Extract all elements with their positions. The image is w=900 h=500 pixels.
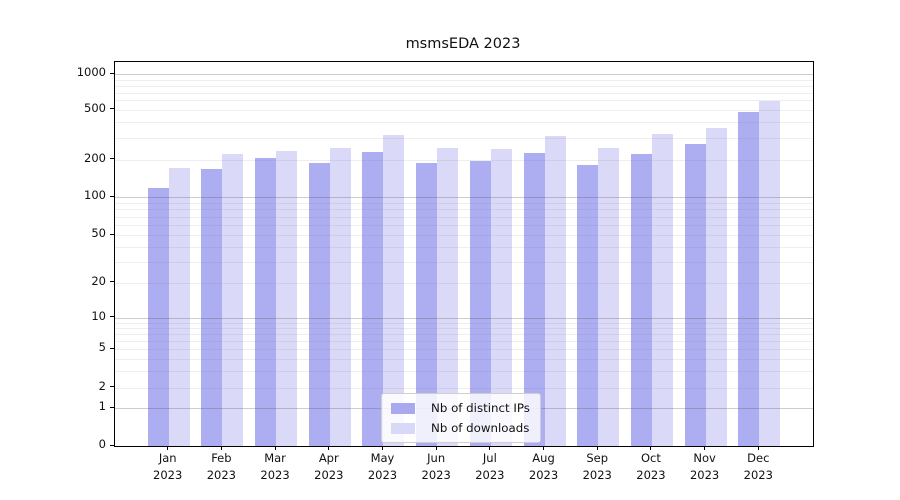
- x-tick: [167, 446, 169, 450]
- x-tick-label-jun: Jun 2023: [421, 451, 451, 482]
- bar-downloads-jan: [168, 168, 190, 446]
- x-tick: [650, 446, 652, 450]
- bar-downloads-dec: [759, 101, 781, 446]
- bar-distinct-ips-mar: [255, 157, 277, 446]
- minor-gridline: [115, 85, 813, 87]
- y-tick-label: 2: [98, 378, 106, 393]
- x-tick: [435, 446, 437, 450]
- legend-swatch-downloads: [391, 422, 415, 434]
- y-tick: [110, 386, 114, 388]
- legend-label-distinct-ips: Nb of distinct IPs: [431, 401, 530, 415]
- x-tick-label-jul: Jul 2023: [475, 451, 505, 482]
- bar-downloads-jun: [437, 147, 459, 446]
- bar-distinct-ips-sep: [577, 165, 599, 446]
- major-gridline: [115, 74, 813, 76]
- minor-gridline: [115, 121, 813, 123]
- y-tick: [110, 108, 114, 110]
- bar-distinct-ips-aug: [523, 152, 545, 446]
- x-tick-label-dec: Dec 2023: [743, 451, 773, 482]
- bar-distinct-ips-feb: [201, 169, 223, 446]
- legend-label-downloads: Nb of downloads: [431, 421, 530, 435]
- plot-area: Nb of distinct IPs Nb of downloads: [114, 61, 814, 447]
- y-tick-label: 20: [91, 273, 106, 288]
- bar-downloads-mar: [276, 150, 298, 446]
- bar-downloads-may: [383, 134, 405, 446]
- y-tick: [110, 316, 114, 318]
- y-tick-label: 1000: [76, 65, 106, 80]
- y-tick-label: 1: [98, 399, 106, 414]
- x-tick: [274, 446, 276, 450]
- legend-swatch-distinct-ips: [391, 402, 415, 414]
- y-tick-label: 200: [84, 150, 106, 165]
- bar-downloads-aug: [544, 136, 566, 446]
- x-tick-label-aug: Aug 2023: [528, 451, 559, 482]
- legend-item-downloads: Nb of downloads: [391, 421, 530, 435]
- y-tick: [110, 195, 114, 197]
- minor-gridline: [115, 100, 813, 102]
- bar-distinct-ips-jul: [469, 161, 491, 446]
- bar-downloads-nov: [705, 127, 727, 446]
- bar-downloads-sep: [598, 147, 620, 446]
- bar-distinct-ips-apr: [308, 163, 330, 446]
- x-tick-label-feb: Feb 2023: [206, 451, 237, 482]
- y-tick: [110, 233, 114, 235]
- y-tick-label: 50: [91, 226, 106, 241]
- y-tick-label: 100: [84, 188, 106, 202]
- y-tick: [110, 444, 114, 446]
- x-tick-label-sep: Sep 2023: [582, 451, 612, 482]
- x-tick: [220, 446, 222, 450]
- x-tick-label-mar: Mar 2023: [260, 451, 290, 482]
- x-tick-label-jan: Jan 2023: [153, 451, 183, 482]
- x-tick-label-oct: Oct 2023: [636, 451, 666, 482]
- y-tick-label: 5: [98, 340, 106, 355]
- x-tick: [704, 446, 706, 450]
- legend: Nb of distinct IPs Nb of downloads: [381, 393, 541, 443]
- y-tick: [110, 281, 114, 283]
- chart-title: msmsEDA 2023: [405, 36, 521, 52]
- bar-distinct-ips-dec: [738, 111, 760, 446]
- x-tick: [543, 446, 545, 450]
- x-tick: [596, 446, 598, 450]
- x-tick: [328, 446, 330, 450]
- x-tick: [757, 446, 759, 450]
- bar-distinct-ips-nov: [684, 144, 706, 446]
- y-tick-label: 500: [84, 100, 106, 115]
- y-tick: [110, 347, 114, 349]
- x-tick-label-may: May 2023: [367, 451, 398, 482]
- x-tick-label-nov: Nov 2023: [689, 451, 720, 482]
- x-tick: [489, 446, 491, 450]
- y-tick: [110, 158, 114, 160]
- bar-downloads-apr: [329, 147, 351, 446]
- minor-gridline: [115, 109, 813, 111]
- bar-downloads-jul: [490, 149, 512, 446]
- minor-gridline: [115, 92, 813, 94]
- y-tick: [110, 406, 114, 408]
- x-tick-label-apr: Apr 2023: [314, 451, 344, 482]
- y-tick-label: 0: [98, 437, 106, 451]
- x-tick: [381, 446, 383, 450]
- bar-downloads-oct: [651, 134, 673, 446]
- bar-distinct-ips-jan: [147, 188, 169, 446]
- minor-gridline: [115, 79, 813, 81]
- bar-distinct-ips-may: [362, 151, 384, 446]
- legend-item-distinct-ips: Nb of distinct IPs: [391, 401, 530, 415]
- bar-distinct-ips-oct: [630, 153, 652, 446]
- bar-distinct-ips-jun: [416, 163, 438, 446]
- bar-downloads-feb: [222, 153, 244, 446]
- y-tick-label: 10: [91, 308, 106, 323]
- y-tick: [110, 72, 114, 74]
